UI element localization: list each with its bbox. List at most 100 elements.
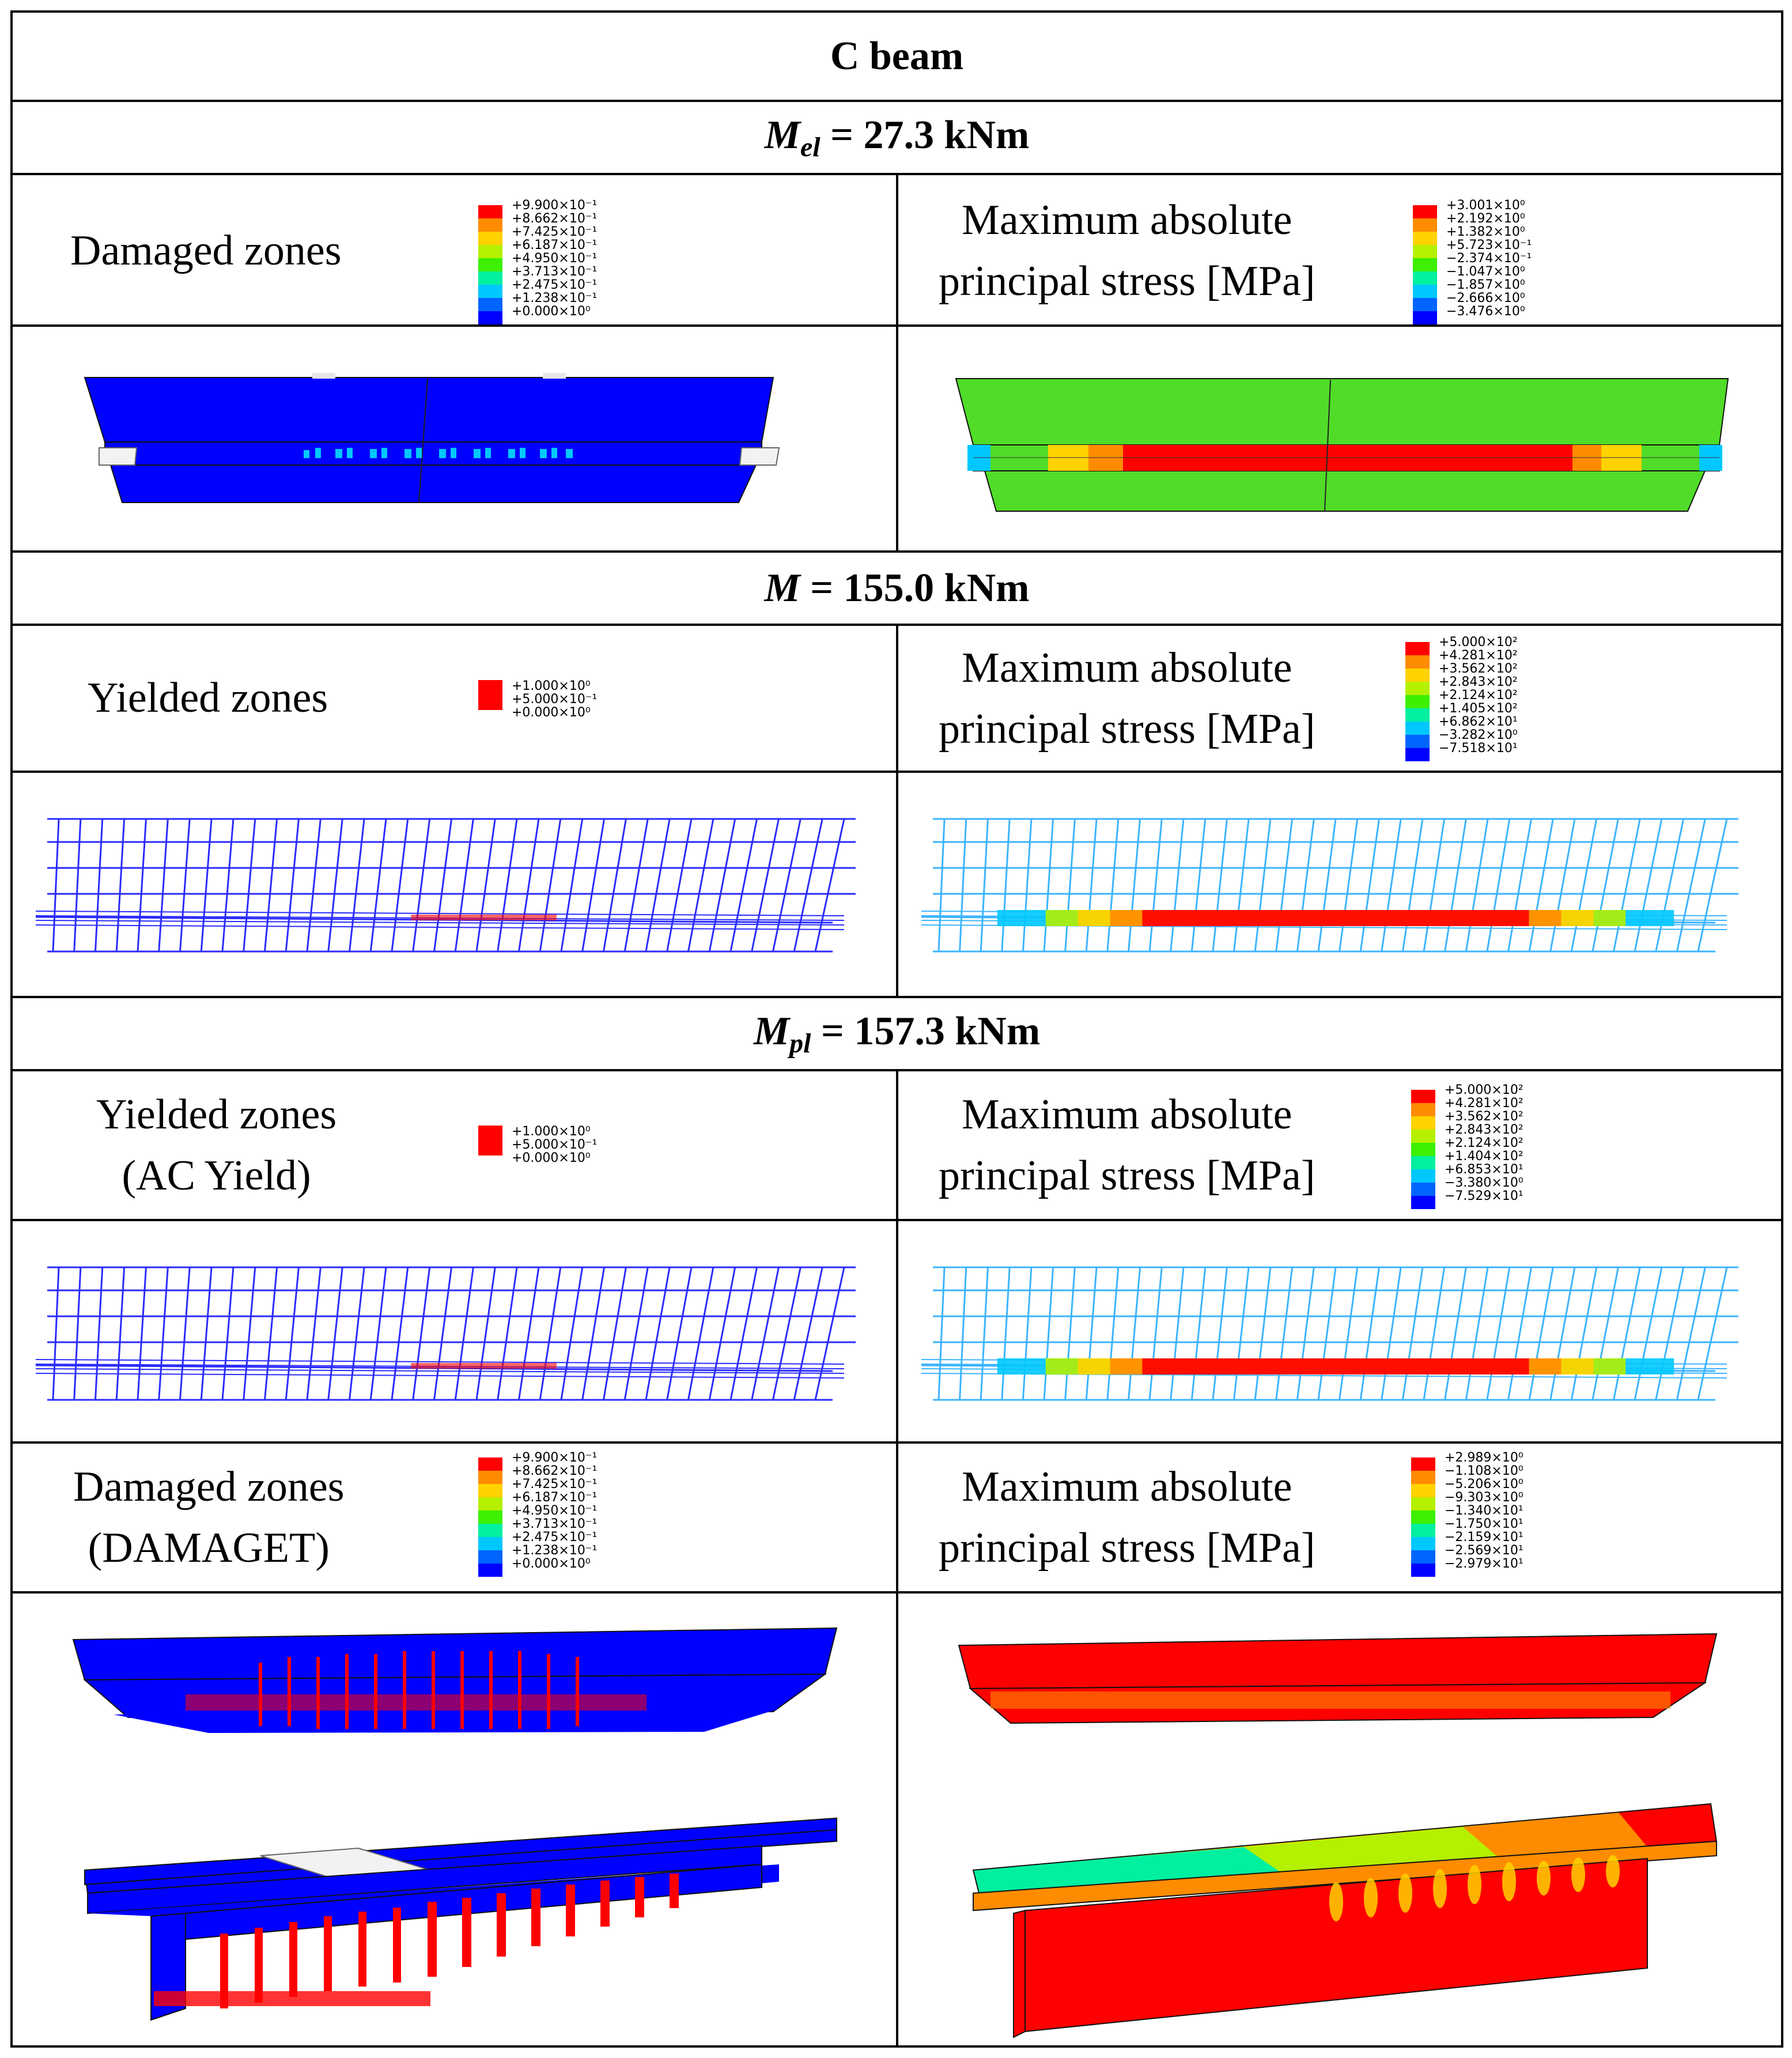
legend-label: −2.374×10⁻¹ [1446,251,1532,266]
legend-label: −1.750×10¹ [1445,1517,1523,1531]
image-cell [898,1593,1781,2045]
label-cell: Maximum absolute principal stress [MPa] … [898,1071,1781,1219]
legend-label: +1.000×10⁰ [512,679,591,693]
rebar-line [1423,818,1446,952]
rebar-line [1444,818,1467,952]
legend-label: −3.282×10⁰ [1439,728,1518,742]
legend-swatch [478,285,502,298]
rebar-line [1085,1267,1098,1400]
image-cell [13,1221,898,1441]
rebar-line [1359,818,1380,952]
legend-label: +5.000×10⁻¹ [512,692,598,707]
rebar-line [115,818,126,952]
legend-label: +2.475×10⁻¹ [512,278,598,292]
legend-label: +2.475×10⁻¹ [512,1530,598,1545]
legend-swatch [478,258,502,271]
rebar-line [221,1267,235,1400]
legend-swatch [478,1141,502,1155]
rebar-line [221,818,235,952]
rebar-line [1655,818,1685,952]
legend-label: +5.000×10⁻¹ [512,1138,598,1152]
rebar-line [391,1267,409,1400]
rebar-line [1486,1267,1511,1400]
rebar-line [708,818,736,952]
legend-swatch [478,1457,502,1471]
legend-swatch [1413,205,1437,218]
legend-swatch [478,695,502,710]
legend-swatch [1413,245,1437,258]
legend-swatch [478,271,502,285]
legend-swatch [1411,1550,1435,1564]
rebar-line [560,1267,584,1400]
legend-label: +2.124×10² [1445,1136,1523,1150]
label-cell: Yielded zones (AC Yield) +1.000×10⁰ +5.00… [13,1071,898,1219]
rebar-line [1106,818,1120,952]
legend-swatch [478,205,502,218]
rebar-line [1085,818,1098,952]
legend-label: +4.281×10² [1439,648,1518,663]
legend-label: +2.843×10² [1439,675,1518,689]
legend-label: +5.000×10² [1439,635,1518,650]
legend-swatch [478,232,502,245]
rebar-line [1148,1267,1163,1400]
rebar-line [1465,1267,1489,1400]
rebar-line [137,1267,147,1400]
rebar-line [1001,818,1011,952]
legend-swatch [1411,1169,1435,1183]
legend-swatch [1413,218,1437,232]
legend-label: +0.000×10⁰ [512,705,591,720]
rebar-line [73,1267,82,1400]
stress-contour-beam-3d-image [958,1633,1718,2038]
legend-label: +1.238×10⁻¹ [512,291,598,305]
rebar-line [35,1368,845,1374]
legend-swatch [478,1511,502,1524]
rebar-line [772,818,802,952]
rebar-line [1022,818,1033,952]
rebar-line [1570,1267,1598,1400]
rebar-line [1381,1267,1402,1400]
rebar-line [645,1267,671,1400]
legend-label: +4.950×10⁻¹ [512,1504,598,1518]
legend-label: −1.047×10⁰ [1446,265,1525,279]
rebar-line [35,924,845,930]
legend-swatch [478,1550,502,1564]
image-row-2 [13,773,1781,998]
rebar-line [52,1267,60,1400]
rebar-line [369,818,387,952]
rebar-line [1022,1267,1033,1400]
rebar-line [1591,818,1619,952]
legend-label: −1.108×10⁰ [1445,1464,1523,1478]
rebar-line [687,818,714,952]
legend-swatch [1405,695,1430,708]
rebar-line [751,1267,780,1400]
image-row-1 [13,327,1781,553]
results-table: C beam Mel = 27.3 kNm Damaged zones +9.9… [10,10,1783,2048]
legend-label: +6.187×10⁻¹ [512,238,598,252]
legend-label: +1.404×10² [1445,1149,1523,1164]
rebar-line [1549,818,1576,952]
label-row-1: Damaged zones +9.900×10⁻¹ +8.662×10⁻¹ +7.4… [13,175,1781,327]
legend-label: +0.000×10⁰ [512,304,591,319]
rebar-line [264,1267,278,1400]
label-row-2: Yielded zones +1.000×10⁰ +5.000×10⁻¹ +0.00… [13,626,1781,773]
rebar-line [1106,1267,1120,1400]
legend-label: +3.713×10⁻¹ [512,1517,598,1531]
rebar-line [52,818,60,952]
rebar-line [1064,818,1076,952]
rebar-line [1254,1267,1272,1400]
legend-label: −9.303×10⁰ [1445,1490,1523,1505]
legend-label: +9.900×10⁻¹ [512,198,598,213]
table-title: C beam [830,33,964,78]
rebar-line [35,1373,845,1379]
legend-label: +1.238×10⁻¹ [512,1543,598,1558]
legend-swatch [478,1537,502,1550]
rebar-line [518,1267,540,1400]
legend-swatch [1413,311,1437,324]
rebar-line [200,818,213,952]
rebar-line [708,1267,736,1400]
legend-swatch [1413,298,1437,311]
label-text: Damaged zones (DAMAGET) [73,1463,345,1572]
legend-swatch [478,1497,502,1511]
legend-swatch [1405,642,1430,655]
rebar-line [349,1267,365,1400]
